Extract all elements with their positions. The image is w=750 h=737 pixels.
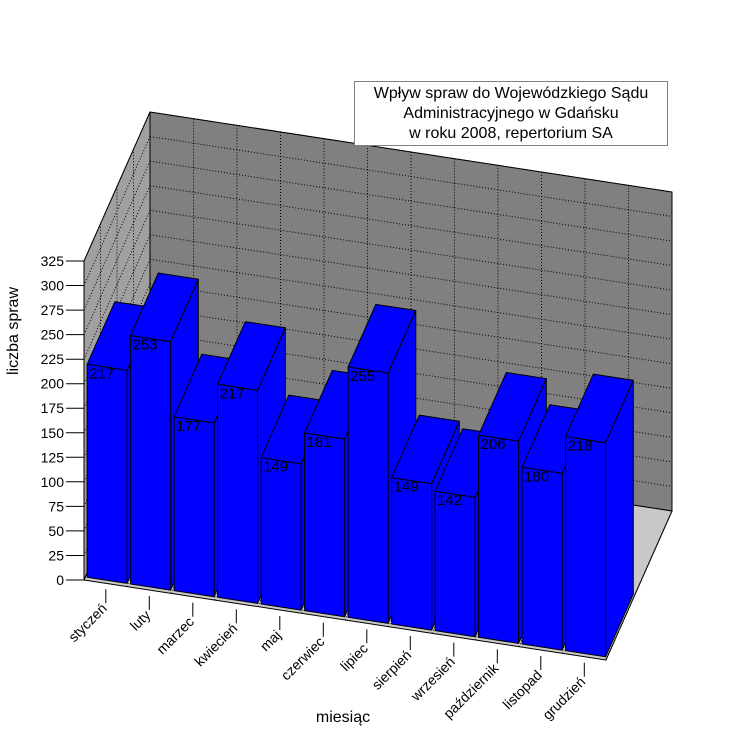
x-tick-label: luty [127,607,154,634]
y-tick-label: 100 [41,474,65,490]
bar-front-face [434,490,476,638]
x-tick-label: lipiec [337,640,371,674]
bar-front-face [347,366,389,624]
y-tick-label: 75 [48,498,64,514]
bar-lipiec: 255 [347,303,417,624]
bar-value-label: 180 [524,468,549,485]
y-tick-label: 0 [56,572,64,588]
bar-value-label: 253 [133,337,158,354]
bar-front-face [260,457,302,611]
y-tick-label: 25 [48,548,64,564]
bar-value-label: 218 [568,438,593,455]
x-tick-label: grudzień [539,674,588,723]
x-tick-label: maj [257,627,284,654]
y-tick-label: 300 [41,278,65,294]
bar-front-face [565,436,607,658]
y-tick-label: 325 [41,253,65,269]
y-tick-label: 250 [41,327,65,343]
grid-line-floor [605,510,673,661]
bar-front-face [391,477,433,631]
grid-line-back [149,185,673,267]
grid-line-side [83,209,151,360]
x-tick-label: styczeń [65,600,110,645]
bars: 217 253 177 217 149 181 255 149 142 206 180 218 [86,272,634,658]
chart-title-line-3: w roku 2008, repertorium SA [409,124,613,142]
grid-line-side [83,185,151,335]
bar-value-label: 217 [89,365,114,382]
x-tick-label: marzec [153,614,197,658]
chart-title: Wpływ spraw do Wojewódzkiego Sądu Admini… [354,81,668,146]
bar-value-label: 181 [307,434,332,451]
bar-grudzień: 218 [565,373,634,658]
grid-line-back [149,209,673,291]
y-tick-label: 225 [41,351,65,367]
y-tick-label: 175 [41,400,65,416]
chart-title-line-1: Wpływ spraw do Wojewódzkiego Sądu [373,84,649,102]
bar-value-label: 255 [350,368,375,385]
grid-line-back [149,234,673,316]
y-tick-label: 50 [48,523,64,539]
y-tick-label: 150 [41,425,65,441]
y-tick-label: 275 [41,302,65,318]
grid-line-side [83,160,151,311]
x-tick-label: kwiecień [191,620,240,669]
bar-value-label: 142 [437,492,462,509]
grid-line-back [149,160,673,242]
bar-front-face [304,432,346,618]
chart-title-line-2: Administracyjnego w Gdańsku [403,104,619,122]
bar-front-face [478,434,520,644]
bar-value-label: 149 [394,479,419,496]
x-tick-label: wrzesień [407,654,458,705]
y-tick-label: 125 [41,449,65,465]
bar-front-face [521,466,563,651]
x-tick-label: czerwiec [278,634,328,684]
y-tick-label: 200 [41,376,65,392]
bar-value-label: 177 [176,418,201,435]
bar-front-face [173,416,215,598]
x-tick-label: sierpień [368,647,414,693]
bar-front-face [86,363,128,584]
x-axis-label: miesiąc [316,709,370,726]
bar-front-face [217,383,259,604]
bar-value-label: 149 [263,459,288,476]
bar-value-label: 217 [220,385,245,402]
bar-front-face [130,335,172,591]
y-axis-label: liczba spraw [5,287,22,375]
bar-value-label: 206 [481,436,506,453]
y-axis: 0 25 50 75 100 125 150 175 200 225 250 275 300 325 [41,253,85,588]
x-tick-label: listopad [499,667,544,712]
